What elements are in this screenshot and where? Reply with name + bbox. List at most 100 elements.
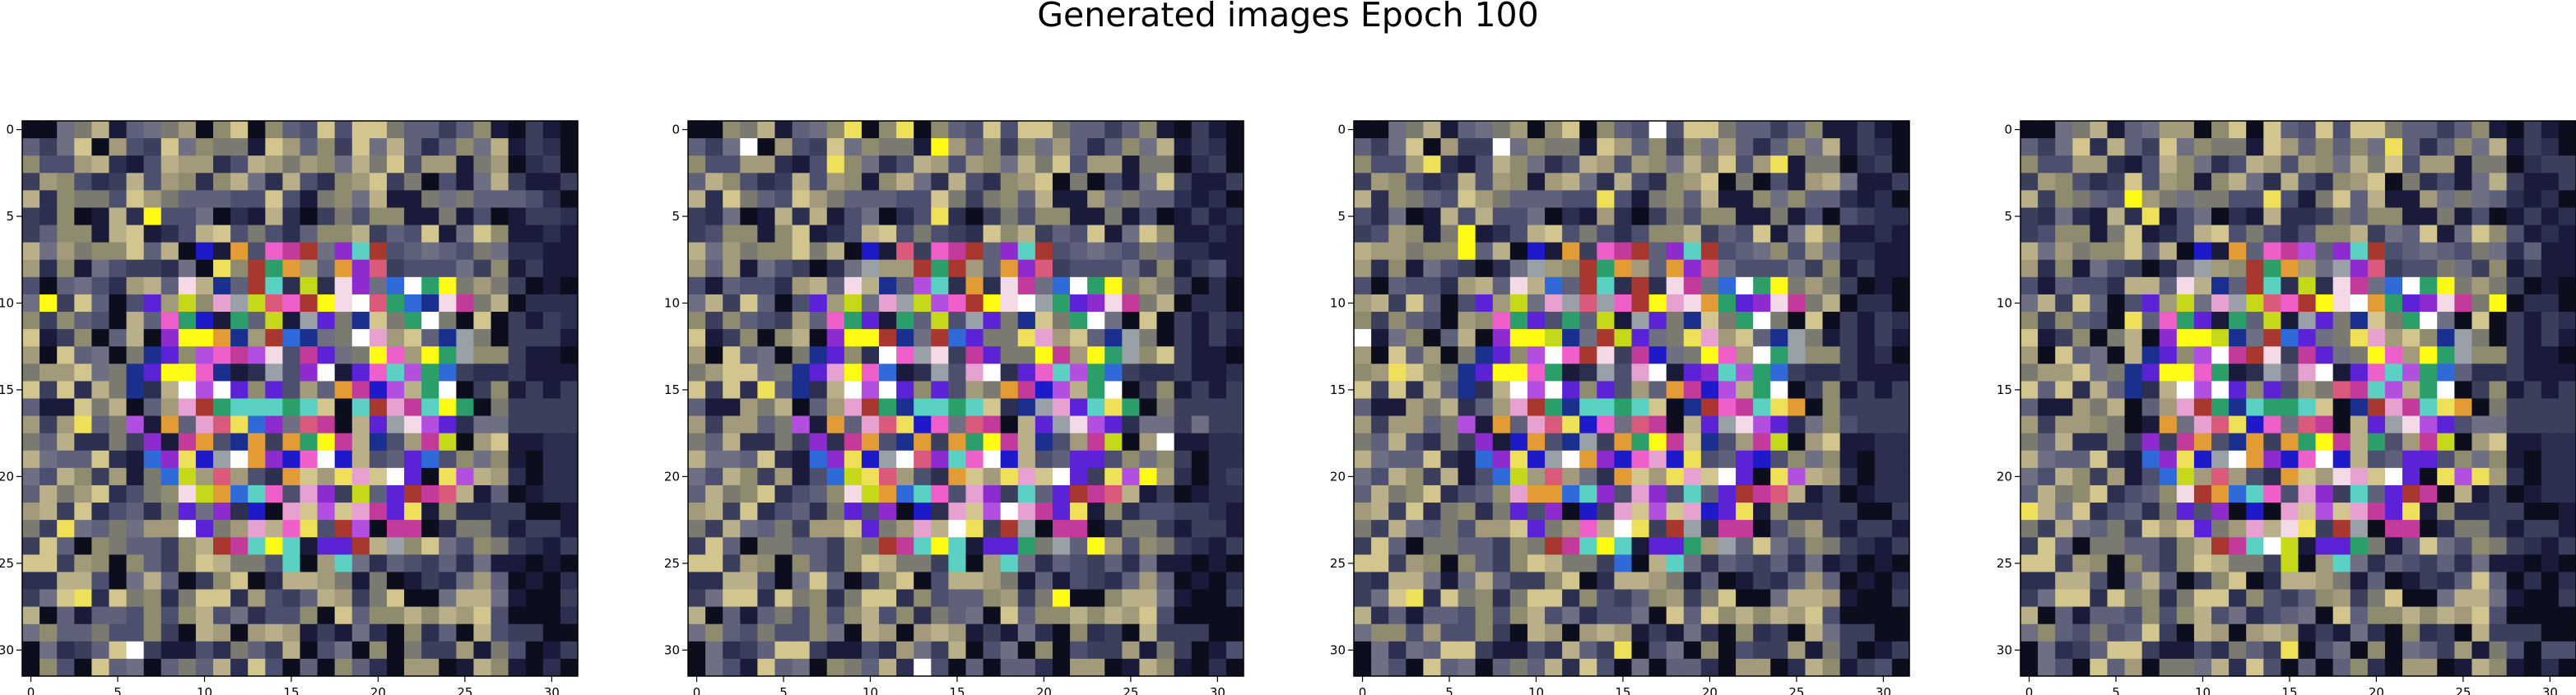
pixel-cell	[1475, 207, 1494, 226]
pixel-cell	[40, 641, 58, 660]
pixel-cell	[1788, 467, 1806, 486]
pixel-cell	[931, 572, 949, 591]
pixel-cell	[351, 415, 370, 434]
pixel-cell	[1527, 450, 1546, 469]
pixel-cell	[1597, 294, 1615, 313]
pixel-cell	[2541, 589, 2560, 608]
pixel-cell	[723, 381, 741, 399]
pixel-cell	[525, 225, 544, 243]
pixel-cell	[2141, 190, 2160, 208]
pixel-cell	[2193, 398, 2212, 417]
pixel-cell	[2090, 450, 2108, 469]
pixel-cell	[2489, 623, 2508, 642]
pixel-cell	[1017, 207, 1036, 226]
pixel-cell	[57, 346, 75, 364]
pixel-cell	[2402, 589, 2420, 608]
pixel-cell	[1440, 503, 1459, 521]
pixel-cell	[2038, 554, 2056, 572]
pixel-cell	[1017, 467, 1036, 486]
pixel-cell	[2506, 520, 2525, 538]
pixel-cell	[1805, 623, 1824, 642]
y-tick-label: 15	[664, 382, 680, 397]
pixel-cell	[248, 415, 266, 434]
pixel-cell	[1475, 537, 1494, 555]
pixel-cell	[2193, 190, 2212, 208]
pixel-cell	[879, 484, 897, 503]
pixel-cell	[983, 589, 1002, 608]
pixel-cell	[688, 173, 706, 191]
pixel-cell	[879, 346, 897, 364]
pixel-cell	[1017, 346, 1036, 364]
pixel-cell	[1191, 433, 1210, 452]
pixel-cell	[861, 450, 880, 469]
pixel-cell	[230, 589, 249, 608]
pixel-cell	[1891, 572, 1910, 591]
pixel-cell	[2420, 450, 2438, 469]
pixel-cell	[1406, 190, 1424, 208]
pixel-cell	[792, 503, 811, 521]
pixel-cell	[1579, 242, 1597, 261]
pixel-cell	[948, 346, 966, 364]
pixel-cell	[774, 503, 793, 521]
pixel-cell	[2489, 658, 2508, 677]
pixel-cell	[931, 138, 949, 156]
pixel-cell	[2332, 225, 2351, 243]
pixel-cell	[740, 312, 758, 330]
pixel-cell	[2454, 259, 2472, 278]
pixel-cell	[282, 329, 300, 347]
pixel-cell	[2402, 484, 2420, 503]
pixel-cell	[2523, 537, 2542, 555]
pixel-cell	[195, 346, 214, 364]
pixel-cell	[1000, 503, 1019, 521]
pixel-cell	[143, 433, 162, 452]
y-tick-label: 15	[1997, 382, 2012, 397]
pixel-cell	[126, 121, 145, 139]
pixel-cell	[1388, 207, 1407, 226]
pixel-cell	[1770, 190, 1788, 208]
pixel-cell	[160, 589, 179, 608]
pixel-cell	[1208, 433, 1227, 452]
pixel-cell	[844, 276, 863, 295]
pixel-cell	[2281, 173, 2299, 191]
pixel-cell	[2315, 364, 2334, 382]
pixel-cell	[1648, 364, 1667, 382]
pixel-cell	[1208, 381, 1227, 399]
pixel-cell	[740, 641, 758, 660]
pixel-cell	[2367, 259, 2386, 278]
pixel-cell	[1139, 121, 1158, 139]
pixel-cell	[2107, 554, 2126, 572]
x-tick-label: 5	[114, 685, 122, 695]
pixel-cell	[1562, 155, 1580, 174]
pixel-cell	[1805, 121, 1824, 139]
pixel-cell	[1683, 207, 1702, 226]
pixel-cell	[1371, 520, 1389, 538]
pixel-cell	[57, 484, 75, 503]
pixel-cell	[2402, 415, 2420, 434]
pixel-cell	[2141, 225, 2160, 243]
pixel-cell	[1683, 484, 1702, 503]
pixel-cell	[369, 312, 388, 330]
pixel-cell	[1753, 242, 1771, 261]
pixel-cell	[386, 450, 405, 469]
pixel-cell	[491, 572, 509, 591]
pixel-cell	[491, 259, 509, 278]
pixel-cell	[2229, 259, 2247, 278]
pixel-cell	[723, 121, 741, 139]
pixel-cell	[861, 242, 880, 261]
pixel-cell	[2558, 312, 2576, 330]
pixel-cell	[844, 242, 863, 261]
pixel-cell	[1788, 537, 1806, 555]
pixel-cell	[109, 294, 128, 313]
pixel-cell	[2211, 294, 2230, 313]
pixel-cell	[2124, 276, 2143, 295]
pixel-cell	[1139, 381, 1158, 399]
pixel-cell	[1839, 537, 1858, 555]
pixel-cell	[2402, 641, 2420, 660]
pixel-cell	[74, 259, 92, 278]
pixel-cell	[2420, 641, 2438, 660]
pixel-cell	[1700, 329, 1719, 347]
pixel-cell	[2541, 329, 2560, 347]
pixel-cell	[1666, 503, 1685, 521]
pixel-cell	[1354, 190, 1372, 208]
pixel-cell	[2159, 484, 2178, 503]
